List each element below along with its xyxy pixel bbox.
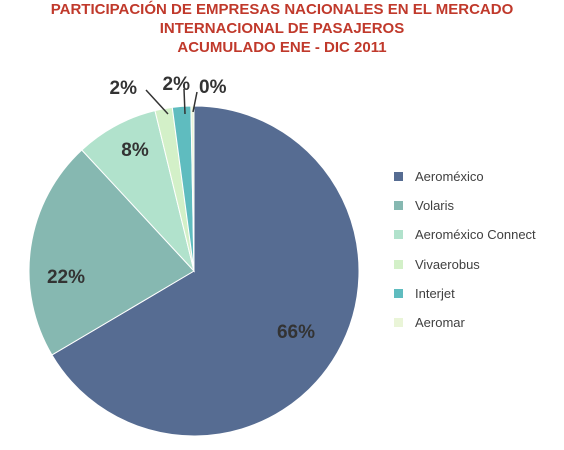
pie-slice-volaris	[28, 149, 195, 356]
legend-item-volaris: Volaris	[394, 191, 536, 220]
legend-swatch	[394, 172, 403, 182]
data-label-vivaerobus: 2%	[110, 78, 138, 99]
legend-swatch	[394, 259, 403, 269]
leader-line-aeromar	[192, 91, 198, 113]
legend-swatch	[394, 318, 403, 328]
legend-label: Aeromar	[415, 315, 465, 331]
legend-label: Vivaerobus	[415, 256, 480, 272]
legend-label: Aeroméxico Connect	[415, 227, 536, 243]
chart-title: PARTICIPACIÓN DE EMPRESAS NACIONALES EN …	[0, 0, 564, 57]
legend-label: Interjet	[415, 285, 455, 301]
legend-label: Volaris	[415, 198, 455, 214]
legend-item-aeromar: Aeromar	[394, 308, 536, 337]
data-label-aeromexico-connect: 8%	[121, 140, 149, 161]
legend-item-aeromexico-connect: Aeroméxico Connect	[394, 220, 536, 249]
chart-title-line-3: ACUMULADO ENE - DIC 2011	[177, 39, 387, 56]
legend: Aeroméxico Volaris Aeroméxico Connect Vivae…	[394, 162, 536, 337]
data-label-interjet: 2%	[163, 74, 191, 95]
data-label-aeromexico: 66%	[277, 322, 315, 343]
legend-swatch	[394, 288, 403, 298]
chart-title-line-1: PARTICIPACIÓN DE EMPRESAS NACIONALES EN …	[50, 1, 514, 18]
leader-line-interjet	[183, 88, 186, 115]
legend-label: Aeroméxico	[415, 169, 484, 185]
chart-title-line-2: INTERNACIONAL DE PASAJEROS	[159, 20, 405, 37]
legend-item-aeromexico: Aeroméxico	[394, 162, 536, 191]
legend-swatch	[394, 201, 403, 211]
legend-item-interjet: Interjet	[394, 279, 536, 308]
legend-item-vivaerobus: Vivaerobus	[394, 250, 536, 279]
pie-slice-aeromexico	[51, 105, 360, 437]
data-label-volaris: 22%	[47, 267, 85, 288]
data-label-aeromar: 0%	[199, 77, 227, 98]
leader-line-vivaerobus	[145, 89, 169, 115]
legend-swatch	[394, 230, 403, 240]
